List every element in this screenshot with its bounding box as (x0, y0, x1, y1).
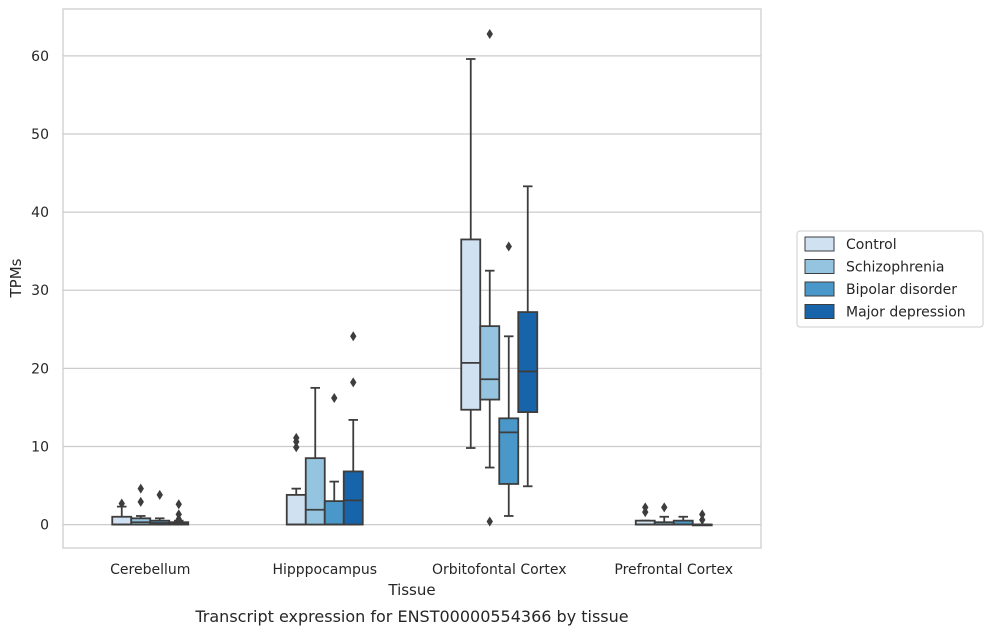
box-body (460, 238, 482, 411)
box-schizophrenia (479, 28, 501, 527)
outlier-point (331, 393, 338, 404)
outlier-point (293, 432, 300, 443)
outlier-point (505, 241, 512, 252)
y-tick-label: 60 (31, 49, 49, 65)
box-bipolar-disorder (672, 515, 694, 526)
y-tick-label: 50 (31, 127, 49, 143)
legend: Control Schizophrenia Bipolar disorder Majo… (796, 230, 984, 328)
outlier-point (699, 514, 706, 525)
outlier-point (293, 442, 300, 453)
x-tick-label: Hipppocampus (272, 562, 377, 578)
box-body (517, 311, 539, 413)
boxes (111, 28, 713, 527)
box-schizophrenia (304, 386, 326, 526)
box-major-depression (168, 499, 190, 526)
outlier-point (661, 502, 668, 513)
box-body (498, 417, 520, 485)
outlier-point (137, 483, 144, 494)
y-axis-label: TPMs (7, 258, 25, 298)
outlier-point (486, 516, 493, 527)
legend-swatch (804, 304, 835, 319)
gridlines (63, 55, 761, 526)
box-body (304, 457, 326, 526)
legend-swatch (804, 281, 835, 297)
y-tick-label: 30 (31, 283, 49, 299)
box-bipolar-disorder (323, 393, 345, 526)
outlier-point (156, 489, 163, 500)
box-bipolar-disorder (498, 241, 520, 517)
legend-swatch (804, 259, 835, 274)
y-tick-label: 10 (31, 439, 49, 455)
figure-caption: Transcript expression for ENST0000055436… (194, 607, 628, 626)
outlier-point (699, 509, 706, 520)
outlier-point (486, 28, 493, 39)
x-tick-labels: Cerebellum Hipppocampus Orbitofontal Corte… (110, 562, 733, 578)
y-tick-label: 20 (31, 361, 49, 377)
box-schizophrenia (653, 502, 675, 526)
outlier-point (642, 502, 649, 513)
box-body (111, 515, 133, 526)
box-body (479, 325, 501, 401)
box-body (323, 500, 345, 526)
box-major-depression (691, 509, 713, 527)
box-bipolar-disorder (149, 489, 171, 526)
legend-label: Schizophrenia (846, 260, 944, 276)
box-major-depression (342, 331, 364, 526)
outlier-point (118, 498, 125, 509)
outlier-point (350, 377, 357, 388)
x-axis-label: Tissue (387, 581, 435, 599)
x-tick-label: Prefrontal Cortex (614, 562, 733, 578)
y-tick-labels: 0 10 20 30 40 50 60 (31, 49, 49, 534)
box-control (285, 432, 307, 526)
y-tick-label: 0 (40, 518, 49, 534)
y-tick-label: 40 (31, 205, 49, 221)
x-tick-label: Cerebellum (110, 562, 190, 578)
legend-label: Bipolar disorder (846, 282, 957, 298)
box-major-depression (517, 185, 539, 488)
box-schizophrenia (130, 483, 152, 526)
legend-label: Major depression (846, 305, 966, 321)
x-tick-label: Orbitofontal Cortex (432, 562, 567, 578)
outlier-point (175, 509, 182, 520)
box-control (460, 58, 482, 449)
plot-frame (62, 8, 762, 549)
box-control (111, 498, 133, 526)
outlier-point (350, 331, 357, 342)
legend-frame (796, 230, 984, 328)
outlier-point (175, 499, 182, 510)
box-body (342, 470, 364, 526)
box-body (285, 493, 307, 526)
outlier-point (137, 496, 144, 507)
legend-label: Control (846, 237, 897, 253)
box-control (634, 502, 656, 526)
legend-swatch (804, 236, 835, 252)
